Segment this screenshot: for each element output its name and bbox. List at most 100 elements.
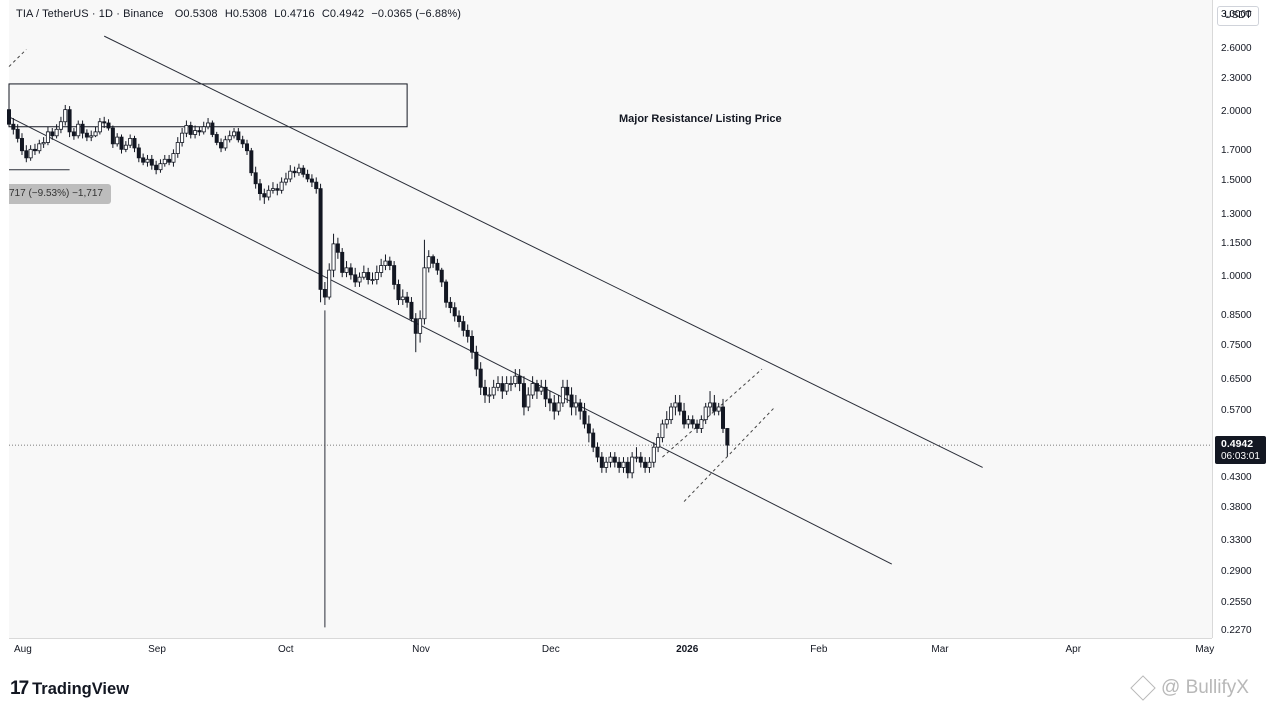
candle-body [604,461,609,468]
candle-body [24,150,29,159]
candle-body [379,265,384,273]
candle [80,120,85,139]
candle-body [673,402,678,408]
candle [366,267,371,285]
candle [158,159,163,173]
candle [573,394,578,416]
time-axis[interactable] [9,638,1212,663]
candle [292,166,297,178]
symbol-title[interactable]: TIA / TetherUS · 1D · Binance [16,8,164,20]
candle [361,265,366,280]
trendline-dashed-lower [683,406,776,502]
tradingview-logo[interactable]: 17 TradingView [10,678,129,700]
candle [543,379,548,407]
candle-body [491,386,496,396]
candle [7,104,12,127]
price-scale[interactable] [1213,0,1280,638]
candle [612,452,617,468]
candle [37,139,42,154]
candle-body [253,172,258,185]
candle-body [374,272,379,280]
candle-body [270,188,275,191]
candle-body [28,148,33,159]
candle [383,254,388,271]
candle-body [439,269,444,283]
candle [193,125,198,139]
candle-body [721,406,726,429]
candle-body [11,123,16,130]
candle [625,457,630,479]
candle [560,379,565,407]
candle [452,302,457,322]
time-tick: Oct [277,644,294,655]
candle-body [409,301,414,320]
candle [500,376,505,399]
time-tick: Mar [931,644,949,655]
candle-body [422,267,427,320]
price-tick: 0.2550 [1221,596,1252,608]
candle-body [331,243,336,271]
ohlc-low: L0.4716 [274,8,315,20]
candle [84,129,89,142]
candle [435,258,440,275]
candle [617,457,622,473]
candle-body [435,262,440,271]
candle [318,183,323,303]
candle-body [470,335,475,353]
currency-button[interactable]: USDT [1217,6,1259,26]
candle-body [534,383,539,392]
price-tick: 0.7500 [1221,339,1252,351]
candle-body [180,132,185,143]
candle [76,120,81,139]
candle [660,419,665,443]
candle-body [301,167,306,175]
candle [219,138,224,153]
candle [461,315,466,337]
candle-body [76,123,81,137]
candle [19,133,24,155]
candle-body [647,461,652,468]
candle-body [708,402,713,408]
candle [534,379,539,399]
candle [682,402,687,429]
candle [188,121,193,139]
candle [335,237,340,259]
candle-body [586,423,591,434]
candle [115,133,120,147]
candle [102,116,107,129]
candle [552,394,557,420]
candle [206,118,211,130]
trendline-channel-lower [8,116,893,565]
candle [41,137,46,148]
price-tick: 2.0000 [1221,106,1252,117]
time-tick: May [1195,644,1215,655]
candle-body [348,267,353,276]
candle [223,135,228,151]
candle-body [716,406,721,412]
symbol-header: TIA / TetherUS · 1D · Binance O0.5308 H0… [16,8,461,20]
candle [253,166,258,189]
time-tick: Feb [810,644,828,655]
candle [301,165,306,178]
candle [725,428,730,457]
candle-body [45,131,50,143]
candle-body [262,193,267,198]
chart-pane[interactable] [9,0,1213,638]
candle-body [431,256,436,264]
candle [638,452,643,468]
candle-body [578,402,583,412]
candle [716,402,721,416]
candle [348,263,353,280]
price-tick: 0.2900 [1221,566,1252,578]
candle [465,324,470,343]
candle-body [219,142,224,149]
candle-body [102,121,107,124]
candle-body [651,446,656,463]
candle-body [370,279,375,281]
candle [15,124,20,143]
candle-body [115,136,120,145]
candle-body [474,351,479,370]
candle [491,379,496,399]
candle-body [413,318,418,334]
